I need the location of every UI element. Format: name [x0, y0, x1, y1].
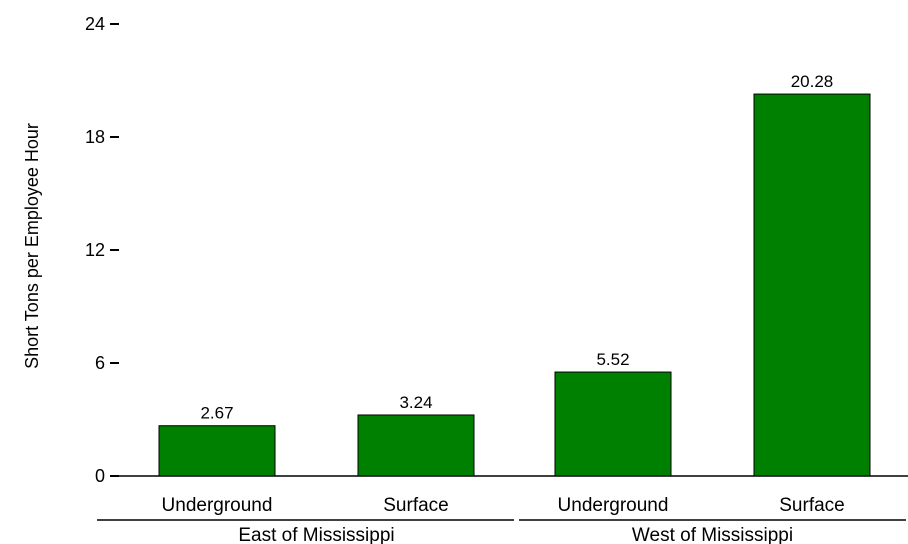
- group-label: West of Mississippi: [632, 525, 793, 544]
- bar: [158, 425, 276, 477]
- bar-value-label: 5.52: [596, 350, 629, 369]
- y-tick-label: 0: [95, 466, 105, 486]
- category-label: Underground: [558, 495, 669, 516]
- bar: [554, 371, 672, 477]
- x-axis-labels: Underground Surface East of Mississippi Und…: [97, 495, 906, 544]
- category-label: Surface: [779, 495, 844, 516]
- y-axis: 0 6 12 18 24: [85, 14, 119, 486]
- group-label: East of Mississippi: [238, 525, 394, 544]
- bar-value-label: 2.67: [200, 404, 233, 423]
- bar: [357, 414, 475, 477]
- bars: 2.67 3.24 5.52 20.28: [158, 72, 871, 477]
- category-label: Surface: [383, 495, 448, 516]
- bar: [753, 93, 871, 477]
- bar-value-label: 20.28: [791, 72, 834, 91]
- y-tick-label: 18: [85, 127, 105, 147]
- y-tick-label: 6: [95, 353, 105, 373]
- category-label: Underground: [162, 495, 273, 516]
- y-tick-label: 12: [85, 240, 105, 260]
- y-axis-title: Short Tons per Employee Hour: [22, 123, 42, 369]
- y-tick-label: 24: [85, 14, 105, 34]
- bar-value-label: 3.24: [399, 393, 432, 412]
